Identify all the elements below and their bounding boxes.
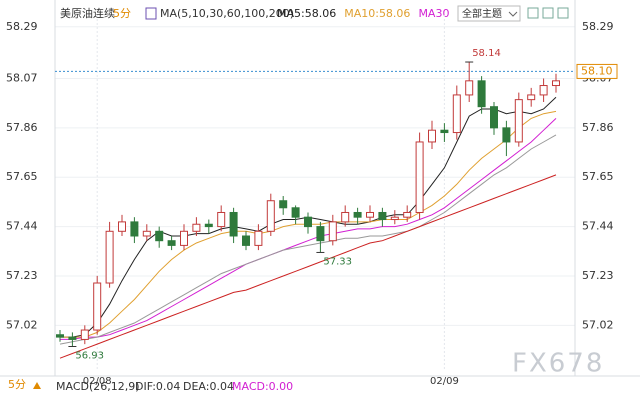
candle-body: [502, 127, 511, 143]
y-tick-label-right: 57.23: [582, 269, 614, 282]
candle-body: [378, 211, 387, 221]
candle-body: [130, 221, 139, 237]
x-tick-label: 02/09: [430, 376, 459, 387]
macd-dea: DEA:0.04: [183, 380, 234, 393]
candle-body: [514, 99, 523, 143]
candle-body: [229, 211, 238, 237]
candle-body: [217, 211, 226, 228]
candle-body: [279, 200, 288, 209]
y-tick-label-right: 57.02: [582, 318, 614, 331]
last-price-label: 58.10: [581, 64, 613, 77]
tool-icon[interactable]: [557, 7, 569, 19]
candle-body: [341, 211, 350, 223]
candle-body: [93, 282, 102, 331]
candle-body: [452, 94, 461, 134]
candle-body: [155, 230, 164, 242]
tool-icon[interactable]: [542, 7, 554, 19]
candle-body: [353, 211, 362, 218]
last-price-tag: [576, 63, 618, 79]
watermark: FX678: [512, 349, 604, 379]
ma-line: [59, 174, 557, 359]
candle-body: [180, 230, 188, 246]
candle-body: [68, 336, 77, 340]
candle-body: [415, 141, 424, 213]
candle-body: [118, 221, 126, 232]
y-tick-label-right: 57.86: [582, 121, 614, 134]
macd-dif: DIF:0.04: [135, 380, 180, 393]
candle-body: [167, 240, 176, 246]
candle-body: [105, 230, 114, 284]
annotation: 56.93: [75, 350, 104, 361]
candle-body: [465, 80, 474, 96]
annotation: 58.14: [472, 48, 501, 59]
y-tick-label-left: 58.29: [6, 20, 38, 33]
candle-body: [204, 223, 213, 228]
candle-body: [242, 235, 250, 246]
candle-body: [527, 94, 536, 101]
y-tick-label-left: 57.65: [6, 170, 38, 183]
y-tick-label-left: 57.23: [6, 269, 38, 282]
macd-indicator: MACD(26,12,9): [56, 380, 140, 393]
indicator: MA(5,10,30,60,100,200): [160, 7, 294, 20]
legend-entry: MA30: [418, 7, 449, 20]
candle-body: [390, 216, 399, 221]
y-tick-label-right: 58.29: [582, 20, 614, 33]
y-tick-label-left: 57.44: [6, 220, 38, 233]
candle-body: [304, 216, 312, 228]
candle-body: [192, 223, 201, 232]
y-tick-label-left: 58.07: [6, 71, 38, 84]
candle-body: [328, 221, 337, 242]
candle-body: [552, 80, 560, 87]
period[interactable]: 5分: [113, 7, 131, 20]
candle-body: [56, 334, 64, 338]
candle-body: [477, 80, 486, 108]
annotation: 57.33: [323, 256, 352, 267]
candle-body: [440, 129, 449, 134]
candle-body: [403, 211, 412, 218]
candle-body: [266, 200, 275, 232]
candle-body: [539, 85, 548, 96]
legend-entry: MA5:58.06: [277, 7, 336, 20]
ma-line: [59, 134, 557, 345]
ma-line: [60, 118, 557, 340]
indicator-icon[interactable]: [145, 7, 157, 20]
x-tick-label: 02/08: [83, 376, 112, 387]
collapse-arrow[interactable]: [33, 382, 41, 389]
theme-menu[interactable]: 全部主题: [462, 7, 502, 20]
y-tick-label-right: 57.65: [582, 170, 614, 183]
tool-icon[interactable]: [527, 7, 539, 19]
candle-body: [366, 211, 374, 218]
candle-body: [80, 329, 89, 340]
candle-body: [142, 230, 151, 237]
legend-entry: MA10:58.06: [344, 7, 410, 20]
candle-body: [254, 230, 263, 246]
candle-body: [291, 207, 300, 218]
candle-body: [316, 226, 325, 242]
symbol-title: 美原油连续: [60, 6, 115, 20]
candle-body: [428, 129, 436, 143]
footer-period[interactable]: 5分: [8, 378, 26, 391]
y-tick-label-left: 57.02: [6, 318, 38, 331]
y-tick-label-left: 57.86: [6, 121, 38, 134]
dropdown-arrow: [508, 11, 518, 17]
theme-dropdown[interactable]: [457, 5, 521, 22]
macd-value: MACD:0.00: [232, 380, 293, 393]
candle-body: [490, 106, 498, 129]
y-tick-label-right: 57.44: [582, 220, 614, 233]
